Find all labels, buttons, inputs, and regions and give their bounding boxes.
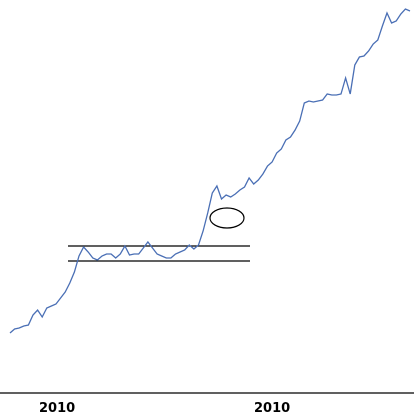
breakout-ellipse <box>209 207 245 229</box>
series-line <box>9 8 411 334</box>
x-tick-label: 2010 <box>254 401 290 414</box>
x-tick-label: 2010 <box>39 401 75 414</box>
annotations <box>68 207 250 262</box>
series-layer <box>9 8 411 334</box>
